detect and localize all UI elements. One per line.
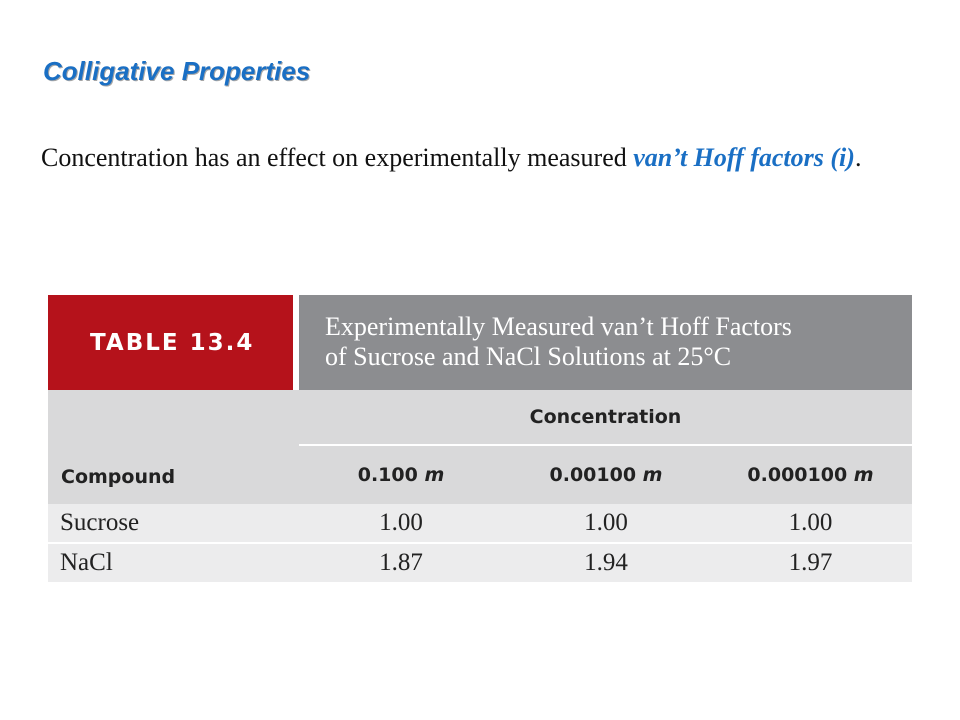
slide-body-text: Concentration has an effect on experimen…	[41, 138, 913, 177]
body-text-after: .	[854, 143, 862, 172]
concentration-span-header: Concentration	[299, 390, 913, 446]
concentration-column-header: 0.000100 m	[709, 445, 913, 504]
compound-cell: Sucrose	[48, 504, 299, 544]
table-header-bar: TABLE 13.4 Experimentally Measured van’t…	[48, 295, 912, 390]
table-caption-line-2: of Sucrose and NaCl Solutions at 25°C	[325, 342, 732, 371]
table-row: Sucrose 1.00 1.00 1.00	[48, 504, 913, 544]
table-row: NaCl 1.87 1.94 1.97	[48, 543, 913, 582]
compound-column-header: Compound	[48, 390, 299, 504]
value-cell: 1.00	[503, 504, 709, 544]
body-highlight-term: van’t Hoff factors (i)	[633, 143, 855, 172]
concentration-column-header: 0.100 m	[299, 445, 503, 504]
value-cell: 1.00	[299, 504, 503, 544]
table-number-label: TABLE 13.4	[48, 295, 293, 390]
vant-hoff-table: Compound Concentration 0.100 m 0.00100 m…	[48, 390, 913, 582]
table-caption-line-1: Experimentally Measured van’t Hoff Facto…	[325, 312, 792, 341]
slide-title: Colligative Properties	[43, 56, 311, 86]
value-cell: 1.87	[299, 543, 503, 582]
value-cell: 1.97	[709, 543, 913, 582]
table-header-divider	[293, 295, 299, 390]
body-text-before: Concentration has an effect on experimen…	[41, 143, 634, 172]
data-table-figure: TABLE 13.4 Experimentally Measured van’t…	[48, 295, 913, 582]
table-caption: Experimentally Measured van’t Hoff Facto…	[299, 295, 912, 390]
compound-cell: NaCl	[48, 543, 299, 582]
value-cell: 1.00	[709, 504, 913, 544]
value-cell: 1.94	[503, 543, 709, 582]
concentration-column-header: 0.00100 m	[503, 445, 709, 504]
